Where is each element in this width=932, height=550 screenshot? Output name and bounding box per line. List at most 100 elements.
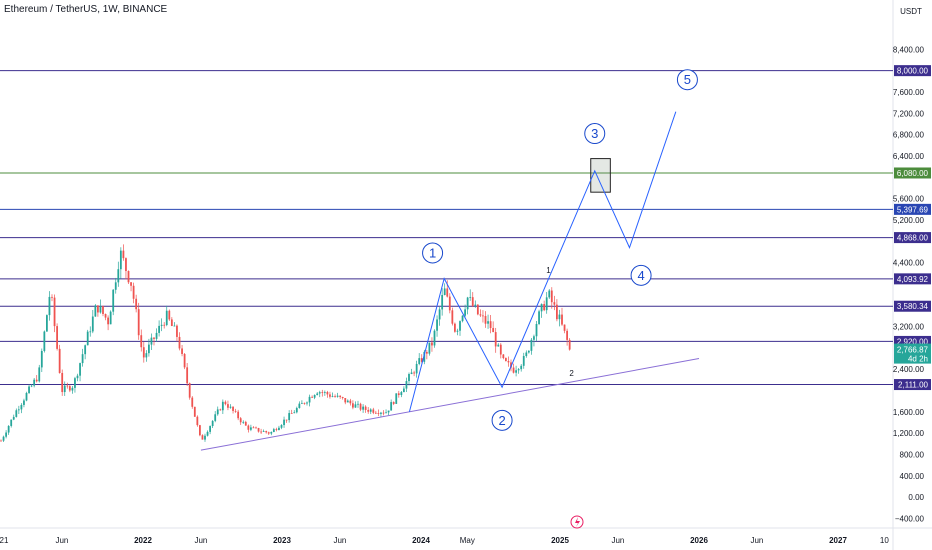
candle-body — [278, 427, 280, 431]
y-tick-label: 1,200.00 — [893, 429, 925, 438]
wave-label-circle — [676, 69, 698, 91]
candle-body — [395, 393, 398, 404]
price-badge-bg — [894, 379, 931, 391]
candle-body — [431, 342, 433, 346]
candle-body — [91, 316, 94, 332]
candle-body — [280, 425, 283, 428]
candle-body — [232, 406, 234, 411]
candle-body — [415, 363, 418, 374]
candle-body — [568, 339, 571, 350]
candle-body — [290, 413, 293, 414]
candle-body — [359, 403, 362, 410]
candle-body — [5, 432, 7, 437]
candle-body — [17, 409, 20, 411]
y-tick-label: −400.00 — [895, 514, 925, 523]
candle-body — [30, 385, 33, 387]
candle-body — [413, 372, 415, 374]
x-tick-label: 2024 — [412, 536, 430, 545]
candle-body — [446, 288, 449, 297]
y-tick-label: 2,400.00 — [893, 365, 925, 374]
candle-body — [66, 385, 69, 387]
price-badge: 4,093.92 — [894, 273, 931, 285]
candle-body — [252, 427, 255, 429]
candle-body — [367, 409, 370, 412]
wave-label-2: 2 — [491, 409, 513, 431]
price-badge: 2,111.00 — [894, 379, 931, 391]
candle-body — [186, 367, 189, 384]
candle-body — [270, 431, 273, 434]
candle-body — [7, 425, 10, 433]
bar-countdown-label: 4d 2h — [908, 355, 928, 364]
candle-body — [0, 440, 2, 442]
candle-body — [494, 332, 497, 347]
current-price-label: 2,766.87 — [897, 346, 929, 355]
candle-body — [418, 358, 421, 364]
candle-body — [262, 431, 265, 432]
candle-body — [540, 304, 543, 312]
x-tick-label: 2026 — [690, 536, 708, 545]
wave-label-1: 1 — [422, 242, 444, 264]
candle-body — [142, 347, 145, 358]
lightning-icon — [575, 517, 580, 527]
candle-body — [25, 392, 28, 401]
candle-body — [425, 351, 428, 354]
y-tick-label: 5,600.00 — [893, 195, 925, 204]
candle-body — [239, 418, 242, 423]
candle-body — [390, 402, 393, 411]
candle-body — [237, 411, 240, 419]
price-badge: 3,580.34 — [894, 300, 931, 312]
price-badge-label: 4,093.92 — [897, 275, 929, 284]
candle-body — [51, 296, 53, 298]
candle-body — [160, 324, 163, 326]
candle-body — [405, 381, 408, 389]
candle-body — [63, 385, 66, 393]
candle-body — [43, 331, 46, 351]
candle-body — [229, 406, 232, 408]
candle-body — [357, 403, 359, 405]
candle-body — [293, 412, 296, 414]
candle-body — [15, 410, 18, 417]
candle-body — [522, 356, 525, 366]
candle-body — [107, 317, 109, 325]
candle-body — [436, 319, 438, 331]
candle-body — [132, 285, 135, 299]
chart-title: Ethereum / TetherUS, 1W, BINANCE — [4, 4, 168, 15]
candle-body — [505, 358, 507, 361]
y-tick-label: 1,600.00 — [893, 408, 925, 417]
candle-body — [461, 315, 464, 322]
candle-body — [168, 310, 171, 320]
candle-body — [163, 324, 166, 326]
candle-body — [408, 374, 410, 382]
candle-body — [257, 427, 260, 432]
candle-body — [466, 297, 469, 310]
candle-body — [272, 429, 275, 432]
candle-body — [321, 392, 324, 393]
candle-body — [349, 400, 352, 404]
candle-body — [502, 354, 505, 359]
candle-body — [267, 432, 270, 434]
candle-body — [102, 306, 104, 315]
wave-label-4: 4 — [630, 264, 652, 286]
candle-body — [48, 296, 51, 316]
price-badge-label: 2,111.00 — [898, 381, 929, 390]
y-tick-label: 7,600.00 — [893, 88, 925, 97]
candle-body — [265, 431, 268, 433]
candle-body — [227, 404, 229, 408]
candle-body — [275, 429, 278, 431]
price-badge: 5,397.69 — [894, 203, 931, 215]
candle-body — [352, 403, 354, 408]
candle-body — [193, 406, 196, 417]
candle-body — [28, 386, 30, 393]
y-tick-label: 0.00 — [908, 493, 924, 502]
candle-body — [10, 419, 13, 426]
candle-body — [471, 297, 474, 306]
candle-body — [56, 326, 58, 349]
candle-body — [79, 363, 81, 376]
candle-body — [354, 404, 357, 408]
candle-body — [538, 311, 540, 325]
candle-body — [170, 319, 173, 326]
candle-body — [515, 370, 517, 373]
y-tick-label: 4,400.00 — [893, 259, 925, 268]
candle-body — [454, 323, 456, 332]
